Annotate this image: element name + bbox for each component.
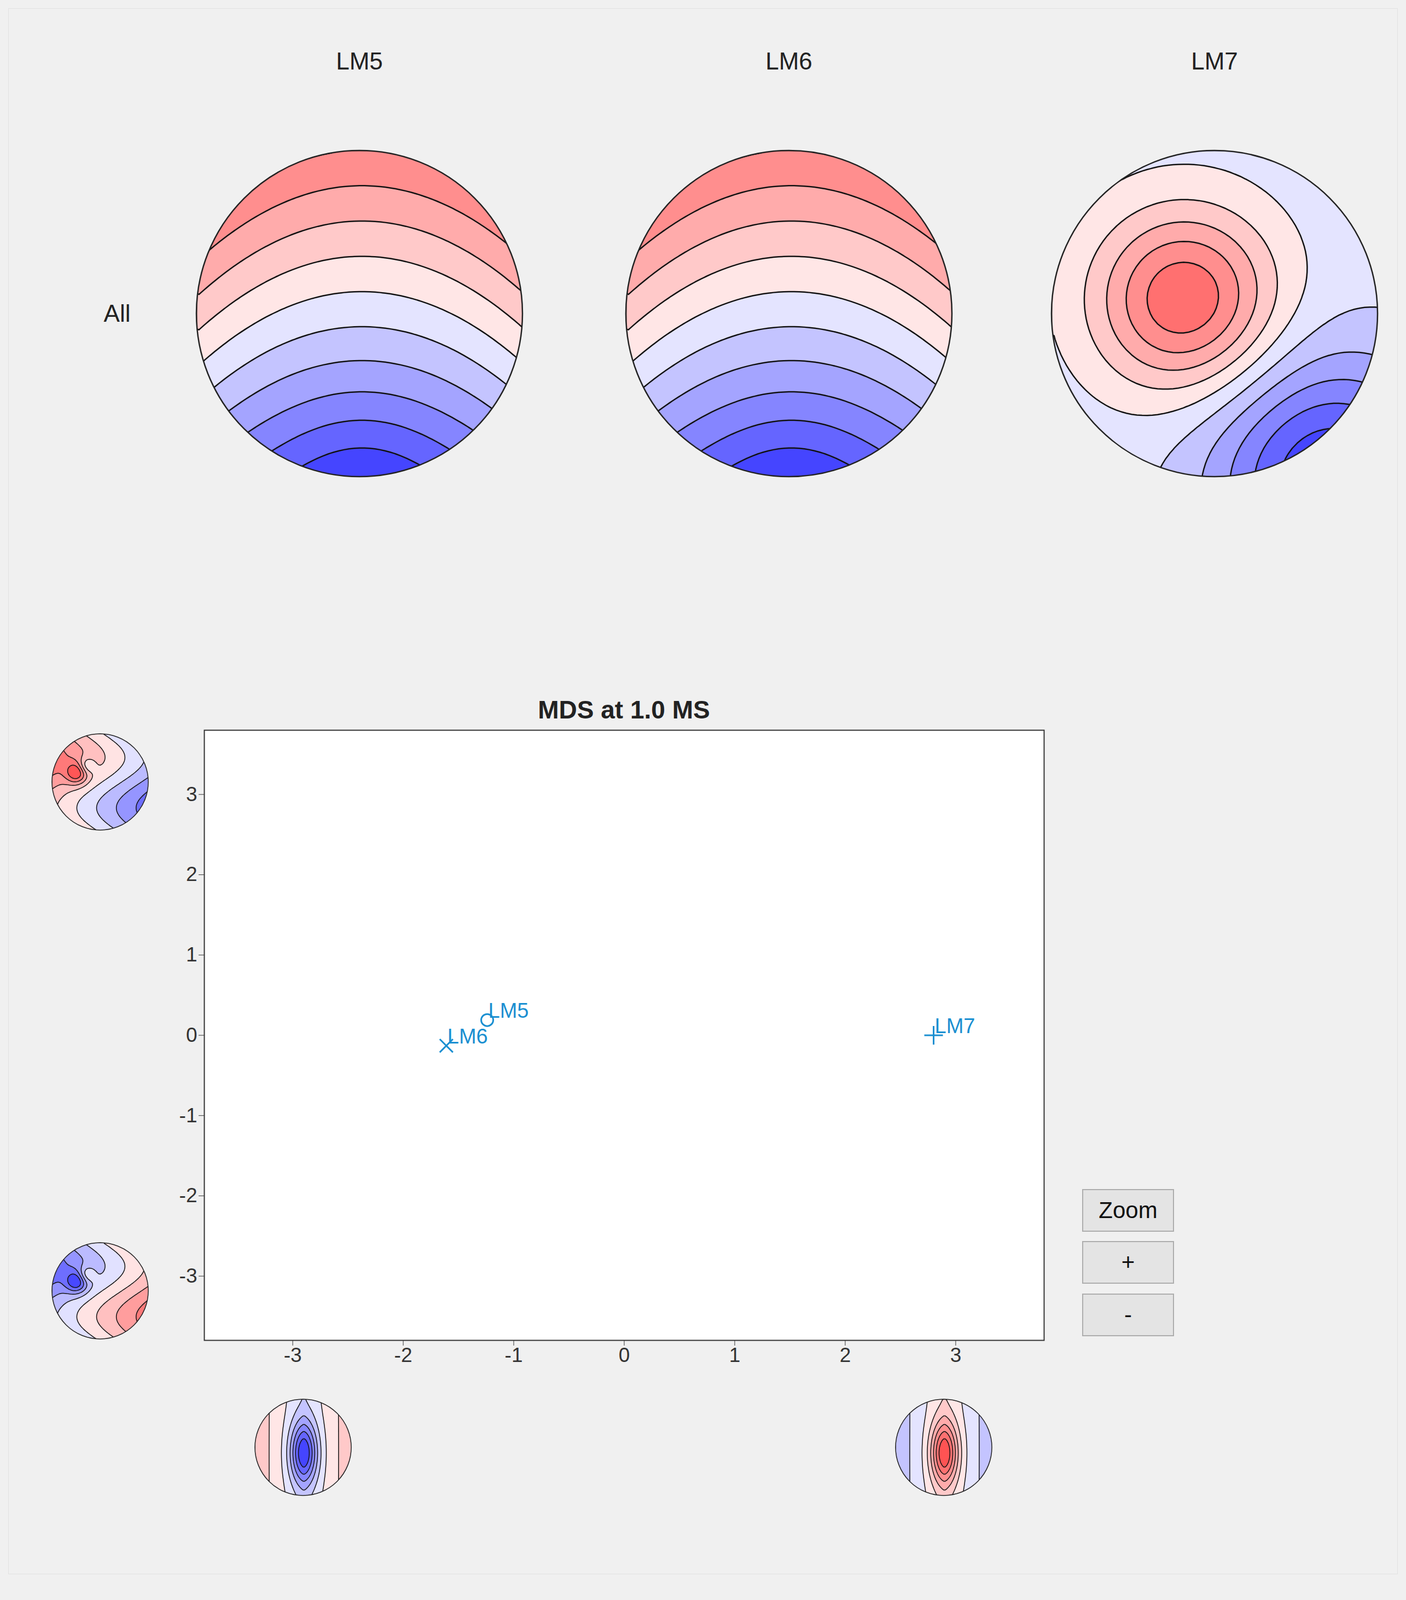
svg-text:-2: -2 <box>179 1183 198 1207</box>
svg-text:-3: -3 <box>283 1343 302 1367</box>
svg-text:3: 3 <box>950 1343 962 1367</box>
svg-text:LM6: LM6 <box>447 1024 488 1048</box>
html-text:Zoom: Zoom <box>1098 1197 1158 1223</box>
html-text:LM7: LM7 <box>1191 47 1238 75</box>
svg-text:-1: -1 <box>179 1104 198 1127</box>
svg-text:2: 2 <box>839 1343 852 1367</box>
svg-text:1: 1 <box>186 943 198 966</box>
svg-text:LM5: LM5 <box>488 998 530 1022</box>
svg-text:-1: -1 <box>504 1343 524 1367</box>
svg-text:0: 0 <box>618 1343 631 1367</box>
html-text:MDS at 1.0 MS: MDS at 1.0 MS <box>537 695 710 724</box>
svg-text:-2: -2 <box>394 1343 413 1367</box>
html-text:LM5: LM5 <box>336 47 383 75</box>
svg-text:0: 0 <box>186 1023 198 1047</box>
svg-text:-3: -3 <box>179 1264 198 1287</box>
html-text:All: All <box>103 299 131 327</box>
svg-text:1: 1 <box>729 1343 741 1367</box>
svg-text:LM7: LM7 <box>934 1014 976 1038</box>
svg-text:3: 3 <box>186 782 198 806</box>
html-text:LM6: LM6 <box>765 47 813 75</box>
svg-text:2: 2 <box>186 862 198 886</box>
